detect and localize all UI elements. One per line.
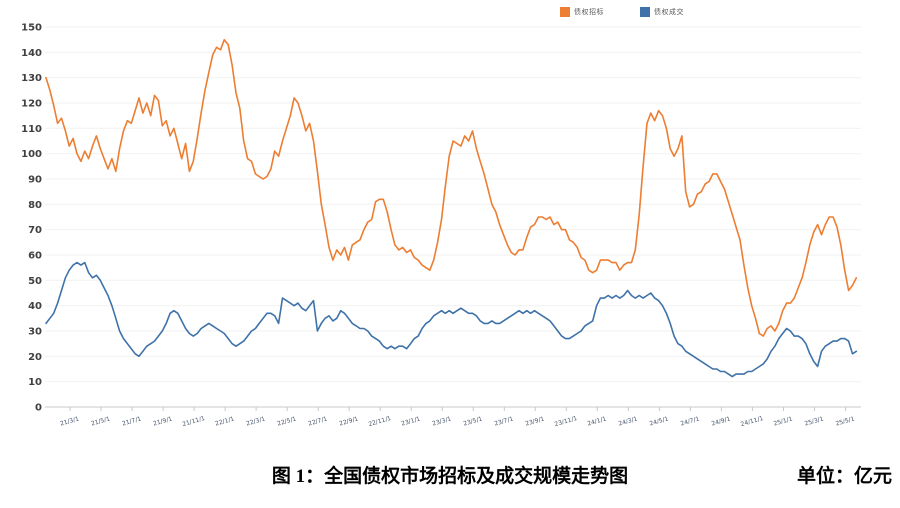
x-axis-label: 21/9/1 <box>152 415 173 427</box>
y-axis-label: 20 <box>28 352 42 363</box>
y-axis-label: 50 <box>28 276 42 287</box>
x-axis-label: 23/7/1 <box>494 415 515 427</box>
x-axis-label: 22/11/1 <box>368 415 392 428</box>
y-axis-label: 150 <box>21 23 42 34</box>
x-axis-label: 23/9/1 <box>525 415 546 427</box>
series-line-deal <box>45 261 858 378</box>
legend-label-bidding: 债权招标 <box>574 9 604 16</box>
x-axis-label: 23/5/1 <box>463 415 484 427</box>
y-axis-label: 0 <box>35 403 42 414</box>
y-axis-label: 60 <box>28 251 42 262</box>
x-axis-label: 21/3/1 <box>59 415 80 427</box>
figure-caption: 图 1：全国债权市场招标及成交规模走势图 <box>271 466 629 487</box>
x-axis-label: 21/5/1 <box>90 415 111 427</box>
x-axis-label: 22/7/1 <box>308 415 329 427</box>
x-axis-label: 24/3/1 <box>618 415 639 427</box>
x-axis-label: 23/11/1 <box>554 415 578 428</box>
y-axis-label: 120 <box>21 99 42 110</box>
series-line-bidding <box>45 38 858 337</box>
y-axis-label: 90 <box>28 175 42 186</box>
legend-label-deal: 债权成交 <box>654 9 684 16</box>
legend-item-bidding: 债权招标 <box>560 7 604 17</box>
legend-swatch-bidding-icon <box>560 7 570 17</box>
y-axis-label: 30 <box>28 327 42 338</box>
x-axis-label: 22/9/1 <box>339 415 360 427</box>
y-axis-label: 40 <box>28 301 42 312</box>
line-chart-canvas: 0 10 20 30 40 50 60 70 80 90 100 110 120 130 140 150 21/… <box>21 23 861 428</box>
caption-row: 图 1：全国债权市场招标及成交规模走势图 单位：亿元 <box>0 459 900 493</box>
x-axis-label: 24/5/1 <box>649 415 670 427</box>
x-axis-label: 22/1/1 <box>214 415 235 427</box>
x-axis-label: 25/3/1 <box>804 415 825 427</box>
x-axis-label: 25/5/1 <box>835 415 856 427</box>
y-axis-label: 110 <box>21 124 42 135</box>
x-axis-label: 21/11/1 <box>182 415 206 428</box>
y-axis-label: 130 <box>21 73 42 84</box>
x-axis-label: 25/1/1 <box>773 415 794 427</box>
y-axis-label: 100 <box>21 149 42 160</box>
y-axis-label: 70 <box>28 225 42 236</box>
legend-swatch-deal-icon <box>640 7 650 17</box>
x-axis-label: 22/3/1 <box>245 415 266 427</box>
x-axis-label: 24/9/1 <box>711 415 732 427</box>
unit-label: 单位：亿元 <box>796 466 892 487</box>
y-axis-label: 10 <box>28 377 42 388</box>
chart-legend: 债权招标 债权成交 <box>560 7 684 17</box>
x-axis-label: 23/1/1 <box>401 415 422 427</box>
x-axis-label: 21/7/1 <box>121 415 142 427</box>
y-axis-label: 80 <box>28 200 42 211</box>
x-axis-label: 22/5/1 <box>277 415 298 427</box>
x-axis-label: 24/7/1 <box>680 415 701 427</box>
x-axis-label: 23/3/1 <box>432 415 453 427</box>
x-axis-label: 24/1/1 <box>587 415 608 427</box>
y-axis-label: 140 <box>21 48 42 59</box>
x-axis-label: 24/11/1 <box>740 415 764 428</box>
legend-item-deal: 债权成交 <box>640 7 684 17</box>
